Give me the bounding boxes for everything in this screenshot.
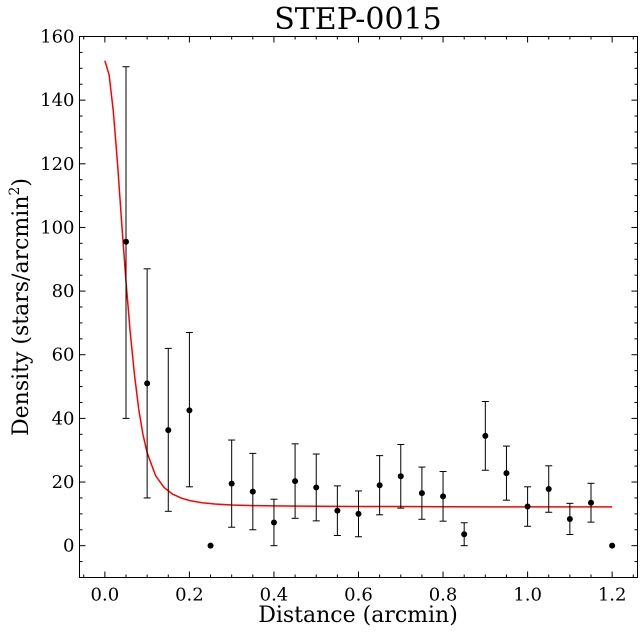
data-point xyxy=(376,455,384,516)
data-point xyxy=(566,502,574,536)
y-axis-label-close: ) xyxy=(9,178,34,187)
x-tick-label: 0.4 xyxy=(260,585,289,606)
chart-title: STEP-0015 xyxy=(274,2,442,37)
data-point xyxy=(524,486,532,527)
data-point xyxy=(207,542,214,549)
y-tick-label: 0 xyxy=(63,536,74,557)
y-axis-label-superscript: 2 xyxy=(7,187,23,196)
point-marker xyxy=(482,432,489,439)
point-marker xyxy=(545,486,552,493)
x-axis-label: Distance (arcmin) xyxy=(258,603,458,628)
data-point xyxy=(333,485,341,536)
y-tick-label: 40 xyxy=(52,408,75,429)
x-tick-label: 0.8 xyxy=(429,585,458,606)
data-point xyxy=(439,471,447,522)
point-marker xyxy=(228,480,235,487)
data-point xyxy=(355,490,362,538)
data-point xyxy=(397,443,405,509)
fit-curve xyxy=(104,60,613,508)
data-point xyxy=(270,498,278,547)
y-tick-label: 60 xyxy=(52,345,75,366)
point-marker xyxy=(165,427,172,434)
data-point xyxy=(481,401,489,471)
data-point xyxy=(122,66,130,419)
point-marker xyxy=(144,380,151,387)
data-point xyxy=(587,482,595,523)
point-marker xyxy=(588,499,594,506)
point-marker xyxy=(123,238,129,245)
data-point xyxy=(143,268,151,499)
point-marker xyxy=(461,531,468,538)
y-tick-label: 160 xyxy=(40,27,74,48)
point-marker xyxy=(270,519,277,526)
x-tick-label: 1.0 xyxy=(513,585,542,606)
point-marker xyxy=(418,490,425,497)
point-marker xyxy=(313,484,320,491)
data-point xyxy=(185,331,193,488)
point-marker xyxy=(334,507,341,514)
y-tick-label: 80 xyxy=(52,281,75,302)
point-marker xyxy=(186,407,193,414)
data-point xyxy=(545,465,553,513)
data-point xyxy=(502,445,510,501)
x-tick-label: 0.2 xyxy=(175,585,204,606)
point-marker xyxy=(609,542,616,549)
point-marker xyxy=(249,488,256,495)
data-point xyxy=(418,466,426,520)
data-points-layer xyxy=(122,66,616,549)
point-marker xyxy=(503,470,510,477)
y-axis-label-main: Density (stars/arcmin xyxy=(9,196,34,437)
point-marker xyxy=(440,493,447,500)
data-point xyxy=(460,522,468,547)
y-axis-label: Density (stars/arcmin2) xyxy=(7,178,34,436)
point-marker xyxy=(355,510,362,517)
y-tick-label: 100 xyxy=(40,217,74,238)
y-tick-label: 20 xyxy=(52,472,75,493)
y-tick-label: 140 xyxy=(40,90,74,111)
fit-curve-layer xyxy=(104,60,613,508)
data-point xyxy=(291,443,299,519)
x-tick-label: 0.0 xyxy=(91,585,120,606)
point-marker xyxy=(207,542,214,549)
data-point xyxy=(164,347,172,512)
x-tick-label: 1.2 xyxy=(598,585,627,606)
point-marker xyxy=(376,482,383,489)
point-marker xyxy=(524,503,531,510)
data-point xyxy=(249,452,257,531)
y-tick-label: 120 xyxy=(40,154,74,175)
point-marker xyxy=(566,515,573,522)
point-marker xyxy=(292,478,299,485)
x-tick-label: 0.6 xyxy=(344,585,373,606)
data-point xyxy=(228,439,236,528)
point-marker xyxy=(397,473,404,480)
data-point xyxy=(312,453,320,522)
axis-ticks: 0.0 0.2 0.4 0.6 0.8 1.0 1.2 0 20 40 60 80 100 120 140 1… xyxy=(40,27,638,606)
data-point xyxy=(609,542,616,549)
